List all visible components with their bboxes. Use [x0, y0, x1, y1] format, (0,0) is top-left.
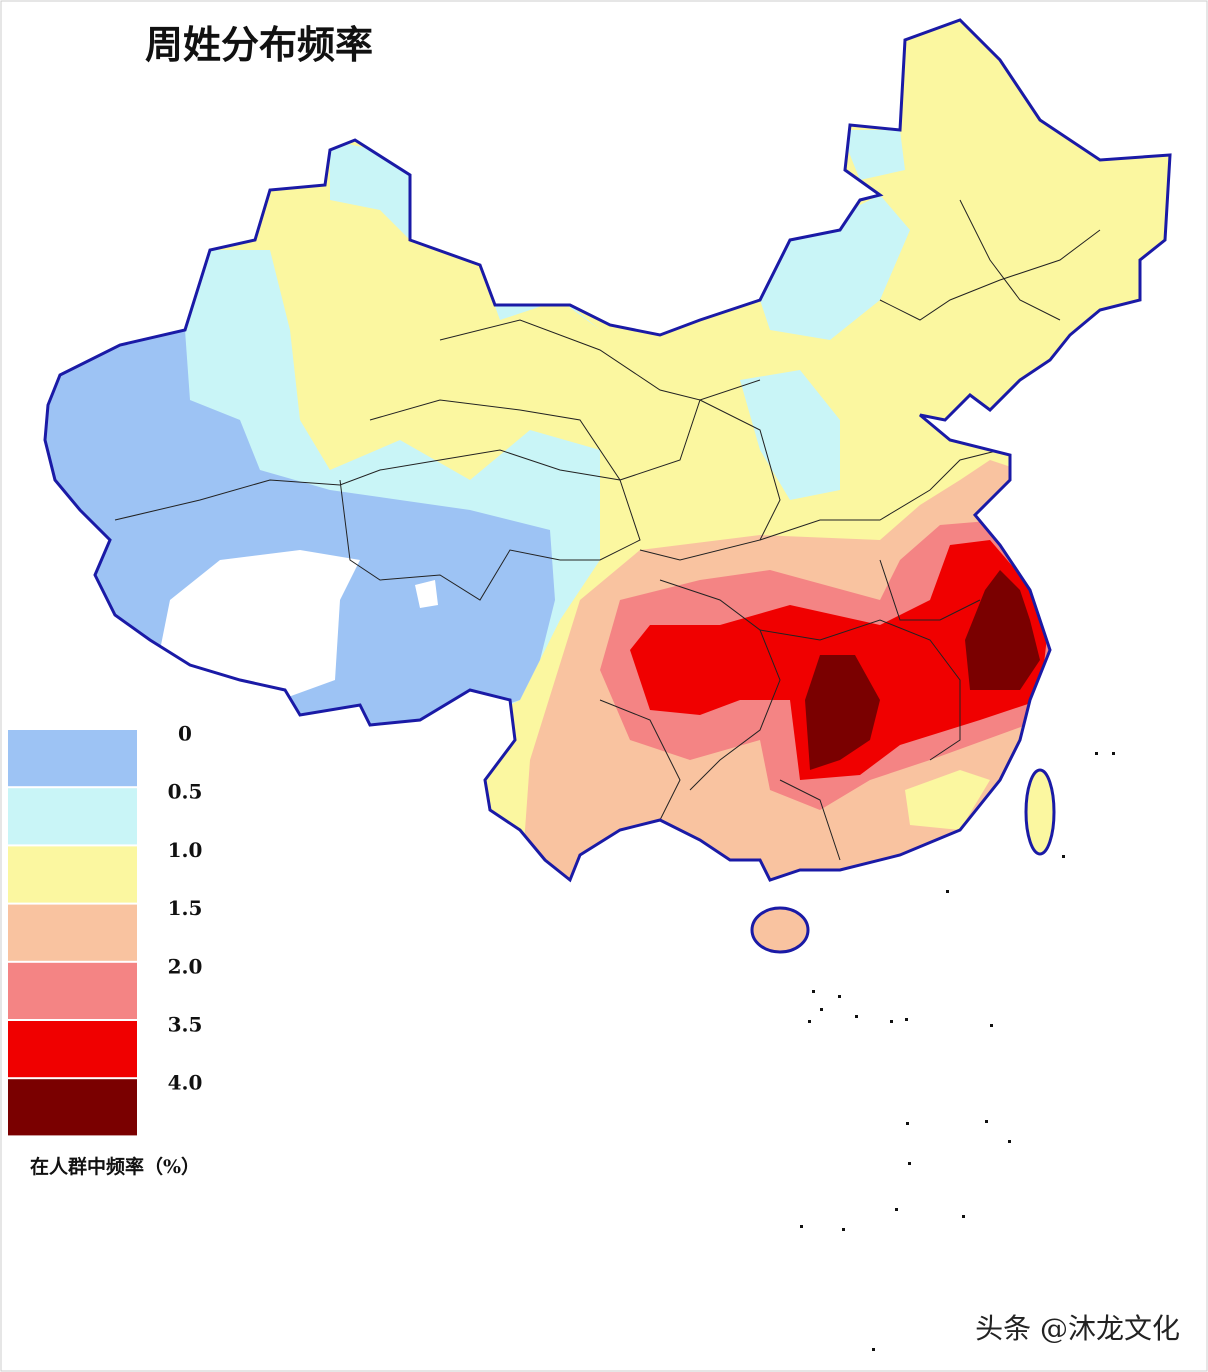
legend-label: 3.5 [168, 1013, 203, 1037]
legend-swatch [8, 1021, 137, 1078]
islands [800, 752, 1115, 1351]
legend: 0 0.5 1.0 1.5 2.0 3.5 4.0 [8, 722, 202, 1136]
zone-yellow-fj [905, 770, 990, 830]
legend-caption: 在人群中频率（%） [30, 1155, 200, 1178]
legend-swatch [8, 846, 137, 903]
watermark: 头条 @沐龙文化 [975, 1312, 1180, 1345]
legend-label: 4.0 [168, 1071, 203, 1095]
legend-label: 1.5 [168, 896, 203, 920]
legend-label: 1.0 [168, 838, 203, 862]
legend-swatch [8, 788, 137, 845]
hainan [750, 906, 810, 954]
zone-dark [805, 570, 1040, 770]
taiwan [1024, 768, 1056, 856]
zone-cyan-north [330, 130, 910, 500]
legend-label: 0.5 [168, 780, 203, 804]
legend-swatch [8, 962, 137, 1019]
province-lines [114, 199, 1101, 861]
zone-white [160, 550, 438, 700]
legend-label: 0 [178, 722, 192, 746]
legend-label: 2.0 [168, 954, 203, 978]
legend-swatch [8, 730, 137, 787]
legend-swatch [8, 904, 137, 961]
legend-swatch [8, 1079, 137, 1136]
map-title: 周姓分布频率 [145, 22, 373, 67]
